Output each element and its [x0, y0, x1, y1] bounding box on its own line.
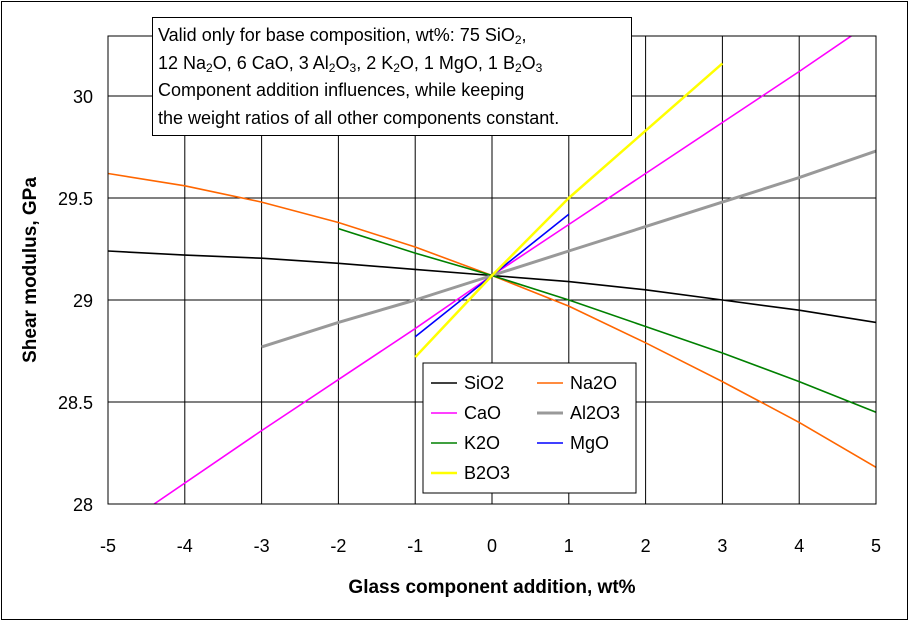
series-lines: [108, 36, 876, 504]
x-tick-label: -3: [254, 536, 270, 556]
x-tick-label: -2: [330, 536, 346, 556]
note-subscript: 2: [514, 33, 522, 47]
series-line-al2o3: [261, 149, 876, 349]
note-text: ,: [521, 25, 527, 45]
x-tick-label: 1: [564, 536, 574, 556]
note-text: O, 1 MgO, 1 B: [399, 52, 515, 73]
x-tick-label: 5: [871, 536, 881, 556]
y-tick-label: 28.5: [58, 393, 93, 413]
x-tick-label: -4: [177, 536, 193, 556]
legend-label-mgo: MgO: [570, 433, 609, 453]
legend-label-b2o3: B2O3: [464, 463, 510, 483]
note-subscript: 2: [206, 60, 213, 75]
x-tick-label: 3: [717, 536, 727, 556]
x-tick-label: 2: [641, 536, 651, 556]
y-tick-label: 29.5: [58, 189, 93, 209]
composition-note: Valid only for base composition, wt%: 75…: [152, 17, 632, 136]
y-tick-labels: 28 28.5 29 29.5 30: [58, 87, 93, 515]
x-axis-title: Glass component addition, wt%: [348, 577, 635, 598]
note-text: Component addition influences, while kee…: [158, 80, 525, 100]
note-subscript: 2: [514, 60, 522, 75]
note-line: the weight ratios of all other component…: [158, 105, 631, 133]
x-tick-label: 0: [487, 536, 497, 556]
legend-label-cao: CaO: [464, 403, 501, 423]
note-subscript: 2: [393, 60, 400, 75]
legend-label-na2o: Na2O: [570, 373, 617, 393]
legend-label-k2o: K2O: [464, 433, 500, 453]
note-subscript: 2: [328, 60, 336, 75]
x-tick-labels: -5 -4 -3 -2 -1 0 1 2 3 4 5: [100, 536, 881, 556]
y-tick-label: 29: [73, 291, 93, 311]
x-tick-label: -1: [407, 536, 423, 556]
legend-label-al2o3: Al2O3: [570, 403, 620, 423]
note-subscript: 3: [349, 60, 357, 75]
note-subscript: 3: [535, 60, 543, 75]
note-text: , 2 K: [356, 52, 394, 73]
note-text: O: [335, 52, 350, 73]
note-line: Component addition influences, while kee…: [158, 77, 631, 105]
note-text: O: [521, 52, 536, 73]
series-line-cao: [153, 36, 853, 504]
note-line: 12 Na2O, 6 CaO, 3 Al2O3, 2 K2O, 1 MgO, 1…: [158, 50, 631, 78]
series-line-b2o3: [414, 62, 724, 358]
y-tick-label: 28: [73, 495, 93, 515]
x-tick-label: 4: [794, 536, 804, 556]
note-text: Valid only for base composition, wt%: 75…: [158, 25, 515, 45]
note-text: 12 Na: [158, 52, 207, 73]
series-line-k2o: [338, 227, 876, 413]
note-line: Valid only for base composition, wt%: 75…: [158, 22, 631, 50]
legend: SiO2 Na2O CaO Al2O3 K2O MgO B2O3: [422, 362, 637, 494]
y-tick-label: 30: [73, 87, 93, 107]
x-tick-label: -5: [100, 536, 116, 556]
y-axis-title: Shear modulus, GPa: [20, 177, 41, 363]
note-text: O, 6 CaO, 3 Al: [212, 52, 329, 73]
legend-label-sio2: SiO2: [464, 373, 504, 393]
note-text: the weight ratios of all other component…: [158, 107, 560, 128]
legend-box: [422, 362, 637, 494]
